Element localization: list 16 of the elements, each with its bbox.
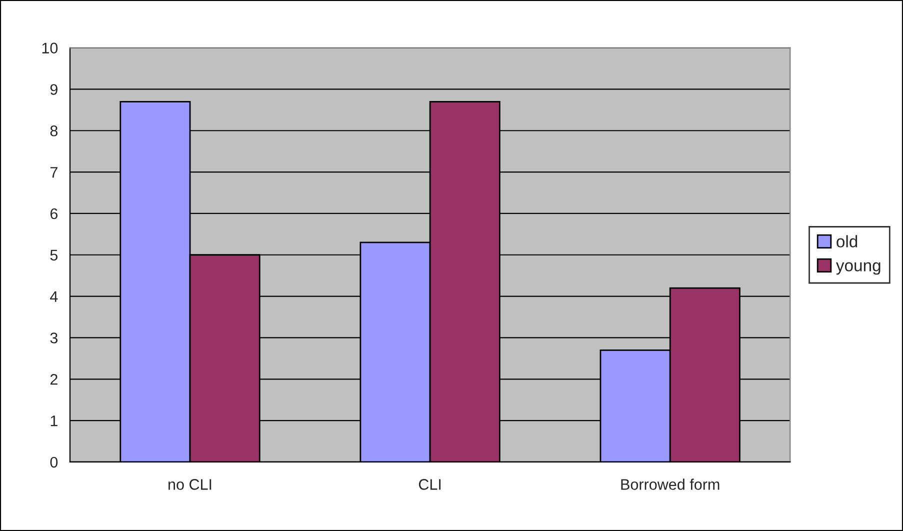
y-tick-label: 6 xyxy=(50,208,58,220)
y-tick-label: 1 xyxy=(50,416,58,426)
y-tick-label: 10 xyxy=(42,42,58,54)
y-tick-label: 7 xyxy=(50,167,58,178)
y-tick-label: 8 xyxy=(50,125,58,136)
x-tick-label: no CLI xyxy=(168,479,212,490)
x-tick-label: CLI xyxy=(418,479,441,490)
y-tick-label: 0 xyxy=(50,456,58,468)
y-tick-label: 5 xyxy=(50,250,58,261)
y-tick-label: 3 xyxy=(50,332,58,344)
legend-label: old xyxy=(836,235,858,248)
legend-label: young xyxy=(836,262,880,275)
x-tick-label: Borrowed form xyxy=(621,478,720,490)
y-tick-label: 4 xyxy=(50,291,58,302)
y-tick-label: 9 xyxy=(50,84,58,95)
y-tick-label: 2 xyxy=(50,374,58,385)
